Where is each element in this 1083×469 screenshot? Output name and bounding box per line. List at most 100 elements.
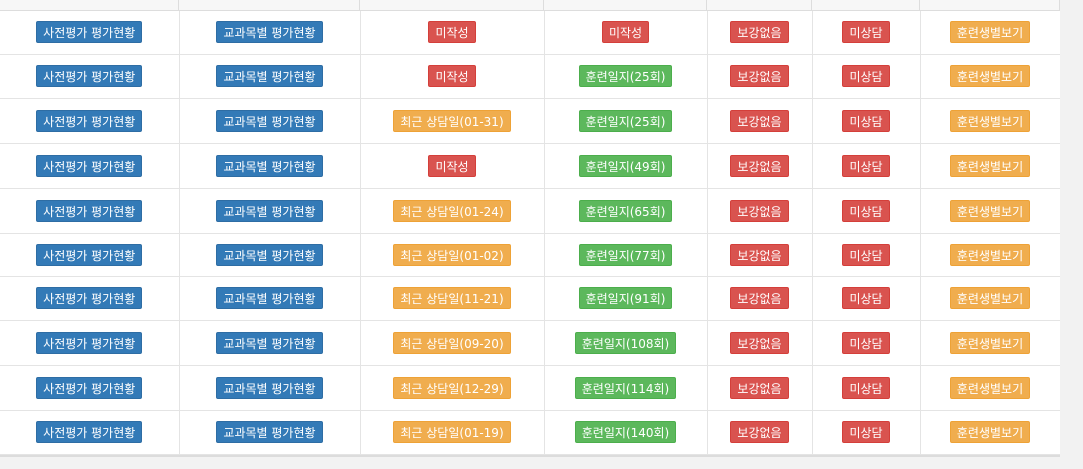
scrollbar-track[interactable] (1060, 0, 1083, 469)
table-cell: 교과목별 평가현황 (179, 188, 361, 234)
table-cell: 훈련일지(91회) (544, 276, 708, 321)
table-cell: 미상담 (812, 276, 921, 321)
trainee-view-button[interactable]: 훈련생별보기 (949, 109, 1031, 132)
counsel-status-button[interactable]: 미상담 (842, 21, 890, 44)
table-cell: 훈련생별보기 (920, 365, 1061, 411)
course-status-table: 사전평가 평가현황 교과목별 평가현황 미작성 미작성 보강없음 미상담 훈련생별보기 사전평… (0, 0, 1061, 457)
table-cell: 최근 상담일(12-29) (360, 365, 545, 411)
consult-status-button[interactable]: 최근 상담일(01-02) (393, 243, 511, 266)
table-cell: 교과목별 평가현황 (179, 11, 361, 55)
subject-eval-status-button[interactable]: 교과목별 평가현황 (216, 154, 323, 177)
consult-status-button[interactable]: 최근 상담일(01-24) (393, 199, 511, 222)
table-row: 사전평가 평가현황 교과목별 평가현황 최근 상담일(01-02) 훈련일지(77회)… (0, 233, 1061, 277)
consult-status-button[interactable]: 최근 상담일(01-31) (393, 109, 511, 132)
makeup-class-button[interactable]: 보강없음 (730, 331, 789, 354)
table-cell: 훈련생별보기 (920, 143, 1061, 189)
counsel-status-button[interactable]: 미상담 (842, 199, 890, 222)
trainee-view-button[interactable]: 훈련생별보기 (949, 331, 1031, 354)
training-journal-button[interactable]: 훈련일지(49회) (578, 154, 673, 177)
header-cell (812, 0, 920, 10)
training-journal-button[interactable]: 훈련일지(65회) (578, 199, 673, 222)
consult-status-button[interactable]: 최근 상담일(11-21) (393, 287, 511, 309)
subject-eval-status-button[interactable]: 교과목별 평가현황 (216, 199, 323, 222)
counsel-status-button[interactable]: 미상담 (842, 421, 890, 443)
makeup-class-button[interactable]: 보강없음 (730, 21, 789, 44)
table-row: 사전평가 평가현황 교과목별 평가현황 미작성 훈련일지(49회) 보강없음 미상담 훈련생… (0, 143, 1061, 189)
trainee-view-button[interactable]: 훈련생별보기 (949, 154, 1031, 177)
counsel-status-button[interactable]: 미상담 (842, 65, 890, 87)
table-cell: 보강없음 (707, 143, 813, 189)
training-journal-button[interactable]: 훈련일지(140회) (574, 421, 677, 443)
training-journal-button[interactable]: 훈련일지(114회) (574, 376, 677, 399)
table-cell: 보강없음 (707, 188, 813, 234)
table-cell: 사전평가 평가현황 (0, 54, 180, 99)
training-journal-button[interactable]: 훈련일지(25회) (578, 65, 673, 87)
makeup-class-button[interactable]: 보강없음 (730, 421, 789, 443)
consult-status-button[interactable]: 미작성 (428, 154, 476, 177)
pre-eval-status-button[interactable]: 사전평가 평가현황 (36, 376, 143, 399)
training-journal-button[interactable]: 미작성 (601, 21, 650, 44)
counsel-status-button[interactable]: 미상담 (842, 376, 890, 399)
table-cell: 최근 상담일(01-31) (360, 98, 545, 144)
pre-eval-status-button[interactable]: 사전평가 평가현황 (36, 331, 143, 354)
trainee-view-button[interactable]: 훈련생별보기 (949, 199, 1031, 222)
consult-status-button[interactable]: 최근 상담일(01-19) (393, 421, 511, 443)
consult-status-button[interactable]: 미작성 (428, 21, 476, 44)
pre-eval-status-button[interactable]: 사전평가 평가현황 (36, 243, 143, 266)
counsel-status-button[interactable]: 미상담 (842, 109, 890, 132)
table-cell: 보강없음 (707, 233, 813, 277)
training-journal-button[interactable]: 훈련일지(77회) (578, 243, 673, 266)
makeup-class-button[interactable]: 보강없음 (730, 65, 789, 87)
header-cell (0, 0, 179, 10)
subject-eval-status-button[interactable]: 교과목별 평가현황 (216, 287, 323, 309)
makeup-class-button[interactable]: 보강없음 (730, 154, 789, 177)
trainee-view-button[interactable]: 훈련생별보기 (949, 65, 1031, 87)
table-cell: 사전평가 평가현황 (0, 11, 180, 55)
table-cell: 훈련생별보기 (920, 233, 1061, 277)
table-cell: 미상담 (812, 11, 921, 55)
makeup-class-button[interactable]: 보강없음 (730, 109, 789, 132)
subject-eval-status-button[interactable]: 교과목별 평가현황 (216, 243, 323, 266)
training-journal-button[interactable]: 훈련일지(108회) (574, 331, 677, 354)
counsel-status-button[interactable]: 미상담 (842, 287, 890, 309)
trainee-view-button[interactable]: 훈련생별보기 (949, 421, 1031, 443)
makeup-class-button[interactable]: 보강없음 (730, 287, 789, 309)
table-cell: 보강없음 (707, 410, 813, 455)
training-journal-button[interactable]: 훈련일지(25회) (578, 109, 673, 132)
pre-eval-status-button[interactable]: 사전평가 평가현황 (36, 65, 143, 87)
pre-eval-status-button[interactable]: 사전평가 평가현황 (36, 287, 143, 309)
pre-eval-status-button[interactable]: 사전평가 평가현황 (36, 109, 143, 132)
table-cell: 미상담 (812, 365, 921, 411)
table-cell: 교과목별 평가현황 (179, 320, 361, 366)
subject-eval-status-button[interactable]: 교과목별 평가현황 (216, 65, 323, 87)
pre-eval-status-button[interactable]: 사전평가 평가현황 (36, 154, 143, 177)
trainee-view-button[interactable]: 훈련생별보기 (949, 21, 1031, 44)
subject-eval-status-button[interactable]: 교과목별 평가현황 (216, 21, 323, 44)
trainee-view-button[interactable]: 훈련생별보기 (949, 243, 1031, 266)
table-cell: 훈련일지(25회) (544, 98, 708, 144)
counsel-status-button[interactable]: 미상담 (842, 154, 890, 177)
makeup-class-button[interactable]: 보강없음 (730, 199, 789, 222)
subject-eval-status-button[interactable]: 교과목별 평가현황 (216, 109, 323, 132)
trainee-view-button[interactable]: 훈련생별보기 (949, 287, 1031, 309)
subject-eval-status-button[interactable]: 교과목별 평가현황 (216, 421, 323, 443)
pre-eval-status-button[interactable]: 사전평가 평가현황 (36, 421, 143, 443)
counsel-status-button[interactable]: 미상담 (842, 331, 890, 354)
table-cell: 보강없음 (707, 320, 813, 366)
table-header (0, 0, 1060, 11)
pre-eval-status-button[interactable]: 사전평가 평가현황 (36, 21, 143, 44)
trainee-view-button[interactable]: 훈련생별보기 (949, 376, 1031, 399)
consult-status-button[interactable]: 최근 상담일(09-20) (393, 331, 511, 354)
table-cell: 보강없음 (707, 11, 813, 55)
counsel-status-button[interactable]: 미상담 (842, 243, 890, 266)
consult-status-button[interactable]: 최근 상담일(12-29) (393, 376, 511, 399)
table-cell: 훈련생별보기 (920, 11, 1061, 55)
training-journal-button[interactable]: 훈련일지(91회) (578, 287, 673, 309)
consult-status-button[interactable]: 미작성 (428, 65, 476, 87)
pre-eval-status-button[interactable]: 사전평가 평가현황 (36, 199, 143, 222)
subject-eval-status-button[interactable]: 교과목별 평가현황 (216, 376, 323, 399)
table-row: 사전평가 평가현황 교과목별 평가현황 최근 상담일(11-21) 훈련일지(91회)… (0, 276, 1061, 321)
makeup-class-button[interactable]: 보강없음 (730, 243, 789, 266)
makeup-class-button[interactable]: 보강없음 (730, 376, 789, 399)
subject-eval-status-button[interactable]: 교과목별 평가현황 (216, 331, 323, 354)
